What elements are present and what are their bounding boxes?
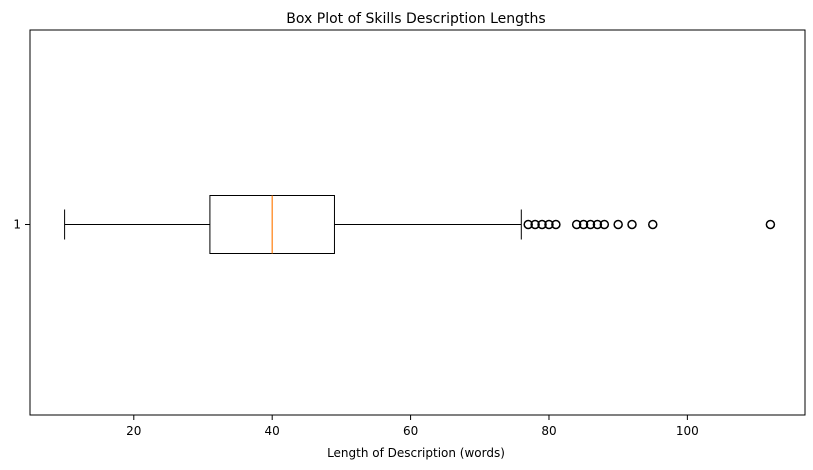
outlier-point xyxy=(530,219,540,230)
outlier-point xyxy=(648,219,658,230)
plot-area-frame xyxy=(29,29,806,416)
outlier-point xyxy=(765,219,776,230)
outlier-point xyxy=(544,219,554,230)
x-tick-label: 100 xyxy=(676,424,699,438)
outlier-point xyxy=(578,219,589,230)
outlier-point xyxy=(571,219,582,230)
outlier-point xyxy=(523,219,533,230)
outlier-group xyxy=(523,219,776,230)
x-tick-label: 20 xyxy=(126,424,141,438)
x-axis-ticks: 20 40 60 80 100 xyxy=(126,415,699,438)
outlier-point xyxy=(599,219,610,230)
outlier-point xyxy=(585,219,596,230)
outlier-point xyxy=(627,219,637,230)
outlier-point xyxy=(551,219,561,230)
outlier-point xyxy=(613,219,623,230)
chart-title: Box Plot of Skills Description Lengths xyxy=(286,11,545,27)
y-tick-label: 1 xyxy=(13,218,21,232)
box-group xyxy=(64,195,522,254)
x-tick-label: 80 xyxy=(541,424,556,438)
outlier-point xyxy=(592,219,603,230)
x-axis-label: Length of Description (words) xyxy=(327,446,505,460)
outlier-point xyxy=(537,219,547,230)
y-axis-ticks: 1 xyxy=(13,218,30,232)
x-tick-label: 60 xyxy=(403,424,418,438)
x-tick-label: 40 xyxy=(265,424,280,438)
